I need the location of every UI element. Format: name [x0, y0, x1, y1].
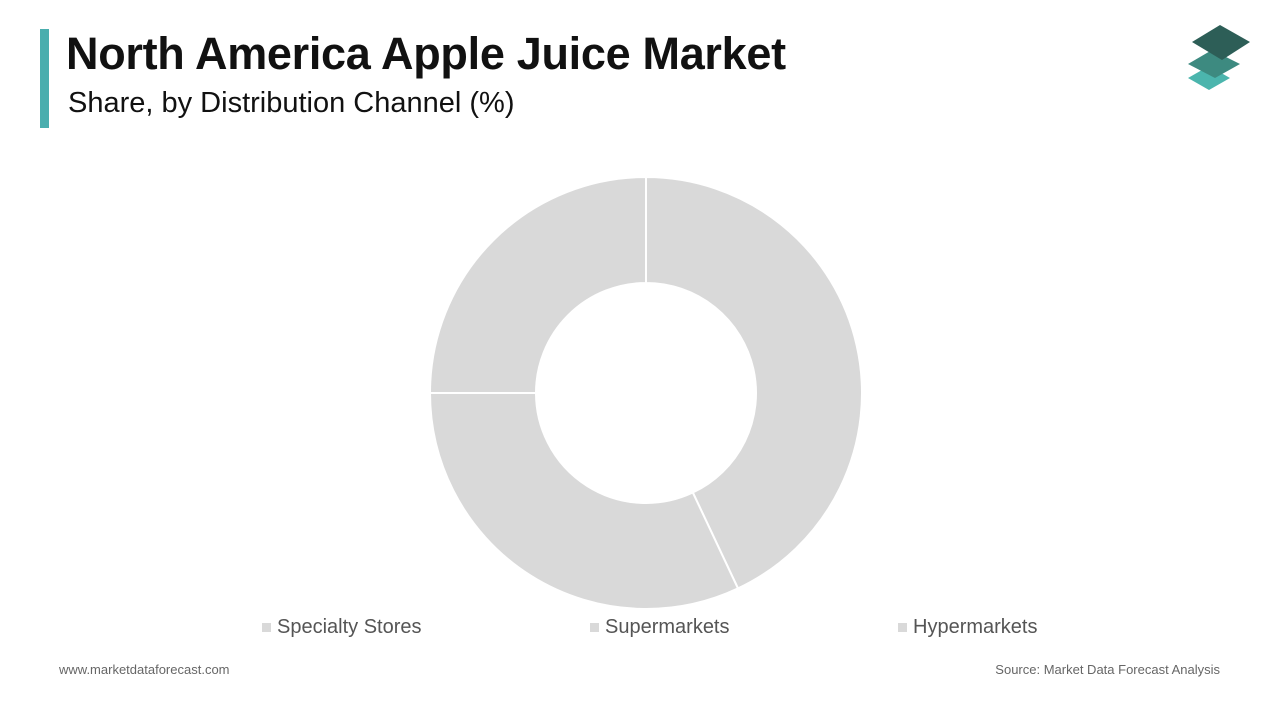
- donut-slice-specialty-stores: [645, 175, 863, 590]
- title-accent-bar: [40, 29, 49, 128]
- stacked-layers-logo-icon: [1188, 25, 1250, 90]
- logo-layer-middle: [1188, 50, 1240, 78]
- legend-swatch: [590, 623, 599, 632]
- donut-slice-supermarkets: [428, 392, 740, 610]
- legend-item-specialty-stores: Specialty Stores: [262, 616, 422, 639]
- donut-slice-hypermarkets: [428, 175, 647, 394]
- footer-source: Source: Market Data Forecast Analysis: [995, 662, 1220, 677]
- logo-layer-top: [1192, 25, 1250, 60]
- legend-label: Specialty Stores: [277, 616, 422, 638]
- legend-swatch: [262, 623, 271, 632]
- chart-legend: Specialty Stores Supermarkets Hypermarkets: [0, 616, 1280, 644]
- legend-item-supermarkets: Supermarkets: [590, 616, 730, 639]
- legend-label: Supermarkets: [605, 616, 730, 638]
- footer-website: www.marketdataforecast.com: [59, 662, 230, 677]
- legend-swatch: [898, 623, 907, 632]
- page-title: North America Apple Juice Market: [66, 28, 786, 79]
- page-subtitle: Share, by Distribution Channel (%): [68, 87, 515, 119]
- legend-label: Hypermarkets: [913, 616, 1038, 638]
- legend-item-hypermarkets: Hypermarkets: [898, 616, 1037, 639]
